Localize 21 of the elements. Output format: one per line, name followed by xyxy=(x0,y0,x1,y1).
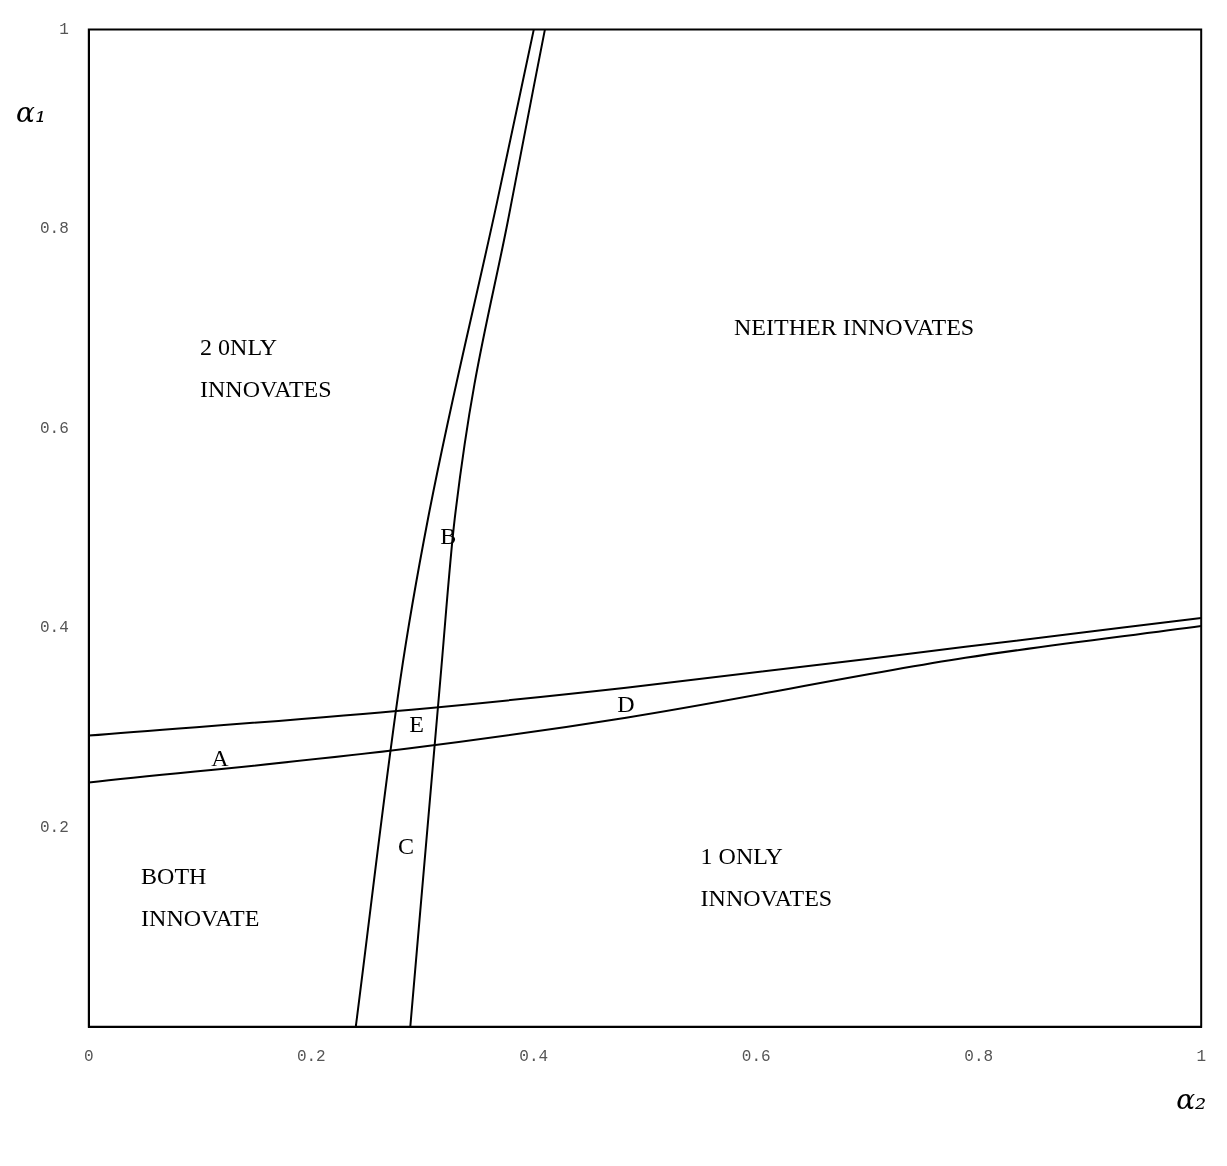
annotation: A xyxy=(211,744,230,771)
annotation: C xyxy=(398,832,415,859)
annotation: 2 0NLY INNOVATES xyxy=(200,334,332,402)
x-tick-label: 1 xyxy=(1196,1047,1206,1066)
y-tick-label: 0.6 xyxy=(39,419,69,438)
annotation: D xyxy=(617,691,635,717)
y-tick-label: 1 xyxy=(59,20,69,39)
annotation: E xyxy=(409,710,424,737)
annotation: BOTH INNOVATE xyxy=(141,862,260,931)
annotation: 1 ONLY INNOVATES xyxy=(700,842,833,911)
x-tick-label: 0 xyxy=(84,1047,94,1066)
x-tick-label: 0.4 xyxy=(519,1047,549,1066)
y-axis-title: α₁ xyxy=(16,95,47,129)
x-tick-label: 0.2 xyxy=(296,1047,326,1066)
x-tick-label: 0.8 xyxy=(964,1047,994,1066)
y-tick-label: 0.2 xyxy=(39,818,69,837)
x-tick-label: 0.6 xyxy=(741,1047,771,1066)
y-tick-label: 0.4 xyxy=(39,619,69,638)
annotation: NEITHER INNOVATES xyxy=(733,314,975,341)
y-tick-label: 0.8 xyxy=(39,220,69,239)
x-axis-title: α₂ xyxy=(1176,1083,1207,1117)
